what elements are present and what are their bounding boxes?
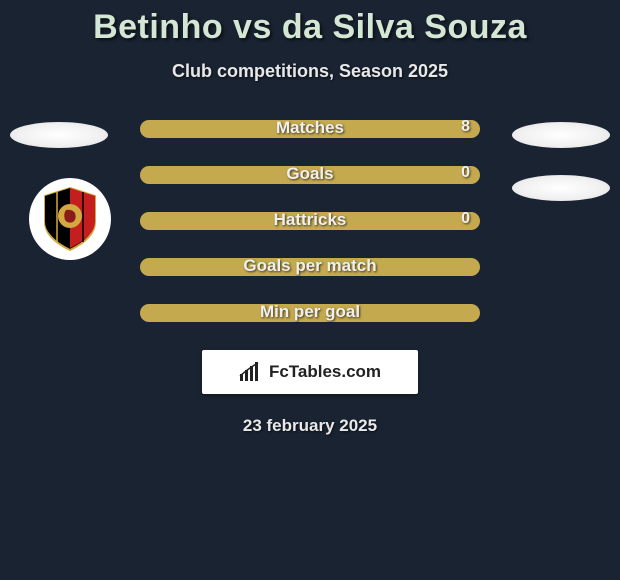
bar-chart-icon xyxy=(239,362,263,382)
stat-value: 0 xyxy=(461,210,470,228)
stat-bar-hattricks: Hattricks 0 xyxy=(140,212,480,230)
club-badge xyxy=(29,178,111,260)
stat-value: 0 xyxy=(461,164,470,182)
player-left-ellipse xyxy=(10,122,108,148)
footer-date: 23 february 2025 xyxy=(0,416,620,436)
stat-label: Goals xyxy=(286,164,333,184)
player-right-ellipse-1 xyxy=(512,122,610,148)
stat-label: Min per goal xyxy=(260,302,360,322)
brand-box[interactable]: FcTables.com xyxy=(202,350,418,394)
stat-value: 8 xyxy=(461,118,470,136)
shield-icon xyxy=(41,186,99,252)
player-right-ellipse-2 xyxy=(512,175,610,201)
stat-bar-goals: Goals 0 xyxy=(140,166,480,184)
stat-bar-matches: Matches 8 xyxy=(140,120,480,138)
brand-text: FcTables.com xyxy=(269,362,381,382)
stat-bar-goals-per-match: Goals per match xyxy=(140,258,480,276)
stat-label: Goals per match xyxy=(243,256,376,276)
page-title: Betinho vs da Silva Souza xyxy=(0,0,620,47)
subtitle: Club competitions, Season 2025 xyxy=(0,61,620,82)
stat-label: Matches xyxy=(276,118,344,138)
stat-label: Hattricks xyxy=(274,210,347,230)
stat-bar-min-per-goal: Min per goal xyxy=(140,304,480,322)
